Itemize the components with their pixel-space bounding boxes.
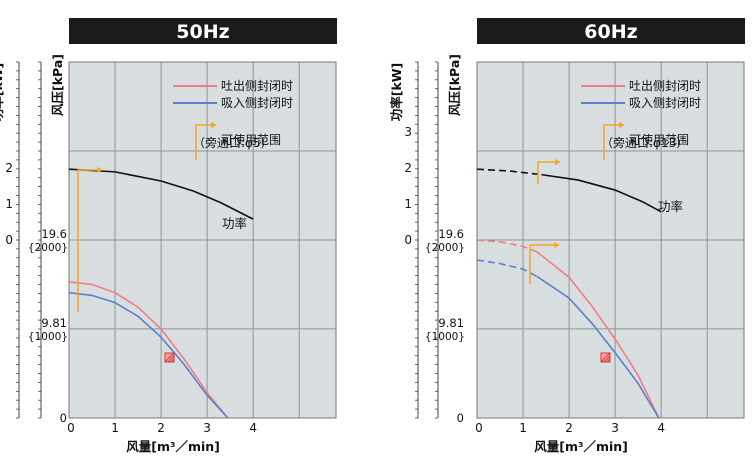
power-tick-label: 0 [5, 233, 13, 247]
hatch-stroke [170, 358, 175, 363]
hatch-stroke [600, 352, 611, 363]
pressure-tick-sublabel: {2000} [28, 242, 68, 254]
x-tick-label: 1 [519, 421, 527, 435]
range-arrowhead [619, 122, 625, 128]
series-line [536, 275, 660, 419]
pressure-tick-sublabel: {2000} [425, 242, 465, 254]
title-bar [477, 18, 745, 44]
range-arrowhead [97, 167, 103, 173]
series-line [68, 280, 229, 419]
legend-label: 吸入侧封闭时 [221, 96, 293, 110]
pressure-tick-label: 19.6 [41, 227, 67, 241]
range-arrow [537, 161, 556, 184]
x-tick-label: 3 [611, 421, 619, 435]
range-arrow [529, 244, 555, 284]
power-tick-label: 3 [404, 125, 412, 139]
series-line [541, 173, 662, 213]
range-arrowhead [555, 159, 561, 165]
x-axis-label: 风量[m³／min] [534, 439, 628, 454]
pressure-tick-label: 19.6 [438, 227, 464, 241]
legend-note: （旁通口:φ5） [193, 135, 273, 150]
pressure-tick-sublabel: {1000} [28, 331, 68, 343]
hatch-stroke [167, 355, 175, 363]
pressure-axis-label: 风压[kPa] [50, 54, 65, 116]
pressure-axis-label: 风压[kPa] [447, 54, 462, 116]
range-arrow [77, 169, 98, 312]
x-tick-label: 0 [475, 421, 483, 435]
power-tick-label: 2 [5, 161, 13, 175]
x-tick-label: 4 [657, 421, 665, 435]
x-axis-label: 风量[m³／min] [126, 439, 220, 454]
title-bar [69, 18, 337, 44]
x-tick-label: 1 [111, 421, 119, 435]
pressure-tick-label: 0 [457, 411, 464, 425]
series-line [68, 291, 229, 419]
chart-50hz: 50Hz 0 1 2 3 4 风量[m³／min] 19.6{2000} 9.81{1000} 0… [0, 18, 337, 454]
legend-label: 吸入侧封闭时 [629, 96, 701, 110]
series-line-dashed [476, 239, 538, 253]
pressure-tick-sublabel: {1000} [425, 331, 465, 343]
power-tick-label: 2 [404, 161, 412, 175]
x-tick-label: 2 [565, 421, 573, 435]
legend-label: 吐出侧封闭时 [221, 79, 293, 93]
series-line-dashed [476, 259, 538, 278]
chart-title: 50Hz [176, 21, 229, 43]
legend-note: （旁通口:φ13） [601, 135, 688, 150]
power-tick-label: 1 [5, 197, 13, 211]
series-line [536, 251, 660, 419]
pressure-tick-label: 0 [60, 411, 67, 425]
power-curve-label: 功率 [222, 216, 247, 231]
series-line [68, 168, 254, 220]
range-arrowhead [554, 242, 560, 248]
power-tick-label: 1 [404, 197, 412, 211]
x-tick-label: 0 [67, 421, 75, 435]
range-bracket [603, 124, 620, 160]
x-tick-label: 4 [249, 421, 257, 435]
range-bracket [195, 124, 212, 160]
power-axis-label: 功率[kW] [0, 63, 5, 122]
hatch-stroke [164, 352, 175, 363]
power-axis-label: 功率[kW] [389, 63, 404, 122]
chart-title: 60Hz [584, 21, 637, 43]
x-tick-label: 2 [157, 421, 165, 435]
legend-label: 吐出侧封闭时 [629, 79, 701, 93]
hatch-stroke [606, 358, 611, 363]
chart-60hz: 60Hz 0 1 2 3 4 风量[m³／min] 19.6{2000} 9.81{1000} 0… [389, 18, 745, 454]
power-tick-label: 0 [404, 233, 412, 247]
x-tick-label: 3 [203, 421, 211, 435]
range-arrowhead [211, 122, 217, 128]
pressure-tick-label: 9.81 [41, 316, 67, 330]
legend-label: 可使用范围 [221, 132, 281, 147]
legend-label: 可使用范围 [629, 132, 689, 147]
pressure-tick-label: 9.81 [438, 316, 464, 330]
power-curve-label: 功率 [658, 199, 683, 214]
hatch-stroke [603, 355, 611, 363]
